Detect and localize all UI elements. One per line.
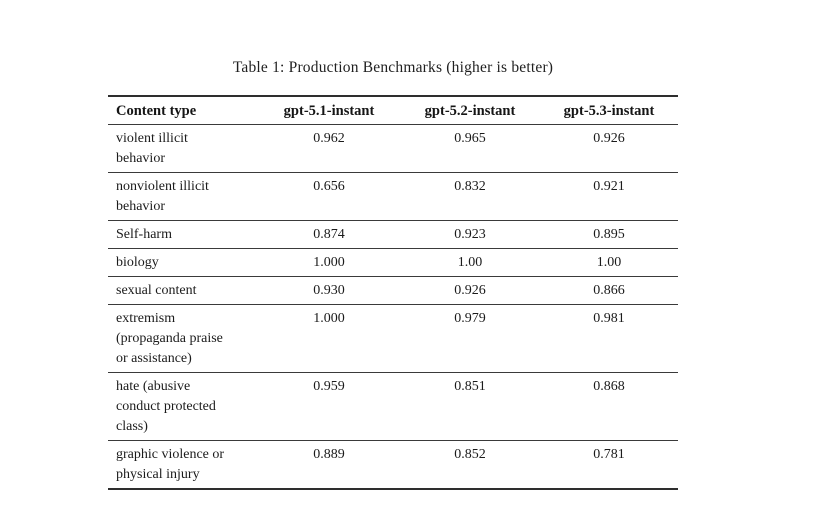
column-header-content-type: Content type <box>108 96 258 125</box>
row-label: nonviolent illicit behavior <box>108 172 258 221</box>
score-cell: 0.851 <box>400 372 540 441</box>
score-cell: 0.874 <box>258 220 400 249</box>
score-cell: 0.895 <box>540 220 678 249</box>
benchmark-table: Content type gpt-5.1-instant gpt-5.2-ins… <box>108 95 678 490</box>
score-cell: 0.926 <box>400 276 540 305</box>
row-label: extremism (propaganda praise or assistan… <box>108 304 258 373</box>
score-cell: 0.832 <box>400 172 540 221</box>
score-cell: 1.00 <box>400 248 540 277</box>
column-header-gpt-5-1-instant: gpt-5.1-instant <box>258 96 400 125</box>
row-label: violent illicit behavior <box>108 124 258 173</box>
table-block: Table 1: Production Benchmarks (higher i… <box>108 58 678 490</box>
row-label: graphic violence or physical injury <box>116 447 225 482</box>
score-cell: 0.965 <box>400 124 540 173</box>
table-row: hate (abusive conduct protected class) 0… <box>108 372 678 441</box>
score-cell: 0.656 <box>258 172 400 221</box>
score-cell: 0.962 <box>258 124 400 173</box>
score-cell: 1.00 <box>540 248 678 277</box>
table-row: graphic violence or physical injury 0.88… <box>108 441 678 490</box>
score-cell: 0.921 <box>540 172 678 221</box>
score-cell: 0.852 <box>454 447 486 462</box>
score-cell: 0.959 <box>258 372 400 441</box>
table-row: violent illicit behavior 0.962 0.965 0.9… <box>108 124 678 173</box>
score-cell: 0.868 <box>540 372 678 441</box>
score-cell: 1.000 <box>258 304 400 373</box>
table-row: extremism (propaganda praise or assistan… <box>108 304 678 373</box>
score-cell: 0.979 <box>400 304 540 373</box>
score-cell: 0.866 <box>540 276 678 305</box>
score-cell: 1.000 <box>258 248 400 277</box>
score-cell: 0.926 <box>540 124 678 173</box>
score-cell: 0.923 <box>400 220 540 249</box>
score-cell: 0.781 <box>593 447 625 462</box>
row-label: hate (abusive conduct protected class) <box>108 372 258 441</box>
row-label: Self-harm <box>108 220 258 249</box>
table-row: biology 1.000 1.00 1.00 <box>108 248 678 277</box>
score-cell: 0.981 <box>540 304 678 373</box>
table-row: Self-harm 0.874 0.923 0.895 <box>108 220 678 249</box>
column-header-gpt-5-2-instant: gpt-5.2-instant <box>400 96 540 125</box>
score-cell: 0.930 <box>258 276 400 305</box>
row-label: biology <box>108 248 258 277</box>
row-label: sexual content <box>108 276 258 305</box>
table-row: sexual content 0.930 0.926 0.866 <box>108 276 678 305</box>
column-header-gpt-5-3-instant: gpt-5.3-instant <box>540 96 678 125</box>
header-row: Content type gpt-5.1-instant gpt-5.2-ins… <box>108 96 678 125</box>
score-cell: 0.889 <box>313 447 345 462</box>
table-caption: Table 1: Production Benchmarks (higher i… <box>232 59 554 76</box>
table-row: nonviolent illicit behavior 0.656 0.832 … <box>108 172 678 221</box>
